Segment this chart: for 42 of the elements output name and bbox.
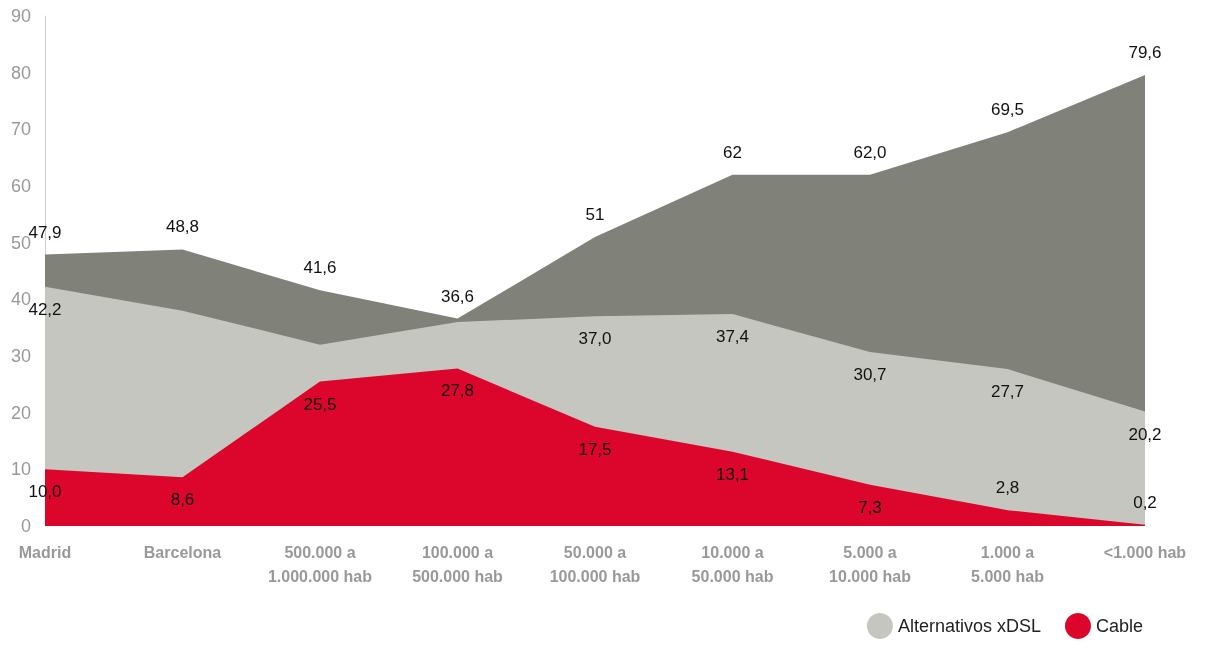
data-label: 20,2 [1128, 424, 1162, 444]
data-label: 25,5 [303, 394, 337, 414]
data-label: 37,0 [578, 329, 612, 349]
y-tick-label: 60 [10, 176, 31, 196]
x-tick-label: <1.000 hab [1103, 543, 1187, 561]
y-tick-label: 20 [10, 402, 31, 423]
y-tick-label: 80 [10, 62, 31, 83]
y-tick-label: 30 [10, 346, 31, 366]
data-label: 69,5 [990, 100, 1025, 120]
y-tick-label: 70 [10, 119, 31, 140]
y-tick-label: 90 [10, 6, 31, 26]
data-label: 30,7 [853, 365, 887, 385]
legend-label: Alternativos xDSL [897, 616, 1041, 636]
data-label: 2,8 [995, 478, 1020, 498]
data-label: 36,6 [440, 286, 475, 306]
data-label: 48,8 [165, 217, 200, 237]
data-label: 0,2 [1133, 492, 1157, 512]
data-label: 51 [585, 205, 605, 224]
y-tick-label: 0 [20, 516, 31, 536]
x-tick-label: 1.000 a 5.000 hab [971, 543, 1045, 585]
data-label: 7,3 [858, 497, 882, 517]
x-tick-label: Madrid [18, 543, 72, 561]
data-label: 17,5 [578, 439, 612, 459]
data-label: 27,8 [440, 381, 475, 401]
data-label: 79,6 [1128, 42, 1162, 62]
x-tick-label: 100.000 a 500.000 hab [412, 543, 504, 585]
x-tick-label: 500.000 a 1.000.000 hab [267, 543, 373, 585]
x-tick-label: Barcelona [143, 543, 222, 561]
y-tick-label: 40 [10, 289, 31, 310]
data-label: 41,6 [303, 258, 337, 278]
y-tick-label: 10 [10, 459, 31, 480]
x-tick-label: 5.000 a 10.000 hab [829, 543, 912, 585]
data-label: 27,7 [990, 382, 1025, 402]
data-label: 10,0 [28, 482, 62, 502]
data-label: 37,4 [715, 327, 750, 347]
data-label: 8,6 [170, 490, 195, 510]
legend-label: Cable [1095, 616, 1143, 636]
data-label: 13,1 [715, 464, 750, 484]
x-tick-label: 50.000 a 100.000 hab [549, 543, 641, 585]
x-tick-label: 10.000 a 50.000 hab [691, 543, 774, 585]
data-label: 62 [723, 142, 742, 162]
data-label: 62,0 [853, 142, 887, 162]
